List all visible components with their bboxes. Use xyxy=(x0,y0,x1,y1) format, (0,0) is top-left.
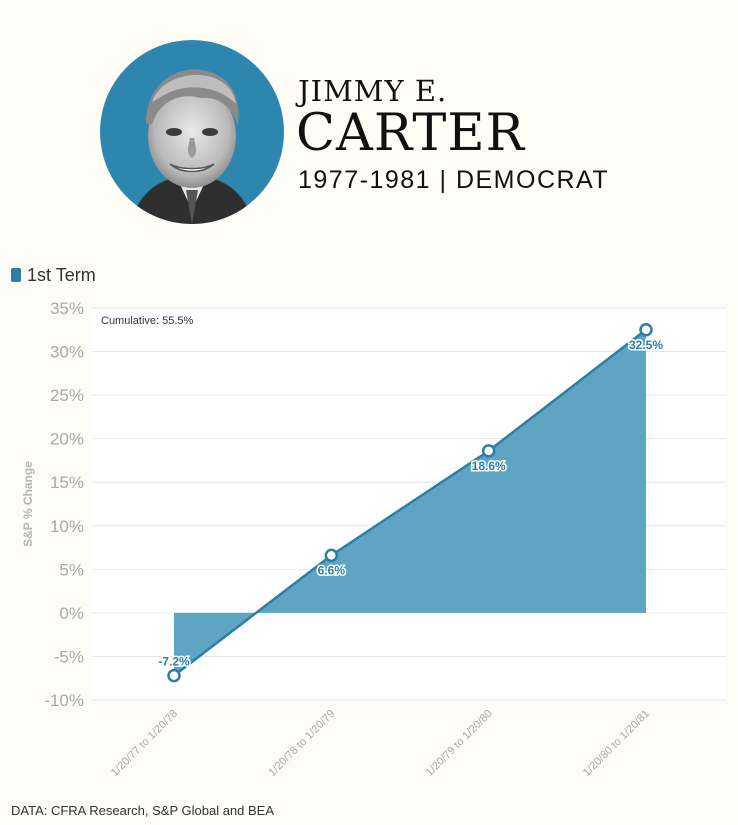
data-point[interactable] xyxy=(481,444,496,458)
y-axis-title: S&P % Change xyxy=(21,461,35,547)
data-label: -7.2% xyxy=(158,655,190,669)
x-tick-label: 1/20/77 to 1/20/78 xyxy=(109,708,180,779)
legend-label: 1st Term xyxy=(27,264,96,285)
data-label: 6.6% xyxy=(318,563,346,577)
y-tick-label: 20% xyxy=(50,430,84,449)
data-points[interactable] xyxy=(167,323,653,683)
chart-legend[interactable]: 1st Term xyxy=(11,264,96,286)
series-line xyxy=(173,328,647,677)
data-point[interactable] xyxy=(639,323,653,337)
term-years-party: 1977-1981 | DEMOCRAT xyxy=(298,166,610,194)
data-point[interactable] xyxy=(167,668,181,683)
president-last-name: CARTER xyxy=(296,104,526,163)
data-labels: -7.2% 6.6% 18.6% 32.5% xyxy=(157,336,665,670)
y-axis-ticks: 35% 30% 25% 20% 15% 10% 5% 0% -5% -10% xyxy=(44,299,84,710)
y-tick-label: 15% xyxy=(50,473,84,492)
legend-swatch xyxy=(11,268,21,282)
y-tick-label: -5% xyxy=(54,647,84,666)
series-area-layer xyxy=(173,328,647,677)
y-tick-label: 10% xyxy=(50,517,84,536)
x-tick-label: 1/20/79 to 1/20/80 xyxy=(424,708,495,779)
sp-change-area-chart: 35% 30% 25% 20% 15% 10% 5% 0% -5% -10% S&P % Chan… xyxy=(21,299,726,779)
y-tick-label: 35% xyxy=(50,299,84,318)
y-tick-label: -10% xyxy=(44,691,84,710)
president-first-name: JIMMY E. xyxy=(298,74,448,108)
x-tick-label: 1/20/78 to 1/20/79 xyxy=(266,708,337,779)
x-tick-label: 1/20/80 to 1/20/81 xyxy=(581,708,652,779)
y-tick-label: 25% xyxy=(50,386,84,405)
data-label: 32.5% xyxy=(629,338,663,352)
cumulative-annotation: Cumulative: 55.5% xyxy=(101,315,194,327)
data-label: 18.6% xyxy=(472,459,506,473)
data-source-note: DATA: CFRA Research, S&P Global and BEA xyxy=(11,803,275,818)
data-point[interactable] xyxy=(324,548,339,563)
y-tick-label: 30% xyxy=(50,343,84,362)
y-tick-label: 5% xyxy=(59,560,84,579)
portrait-photo xyxy=(100,40,284,224)
x-axis-ticks: 1/20/77 to 1/20/78 1/20/78 to 1/20/79 1/20… xyxy=(109,708,652,779)
series-area-fill xyxy=(174,329,646,676)
y-tick-label: 0% xyxy=(59,604,84,623)
portrait-illustration xyxy=(130,69,254,224)
